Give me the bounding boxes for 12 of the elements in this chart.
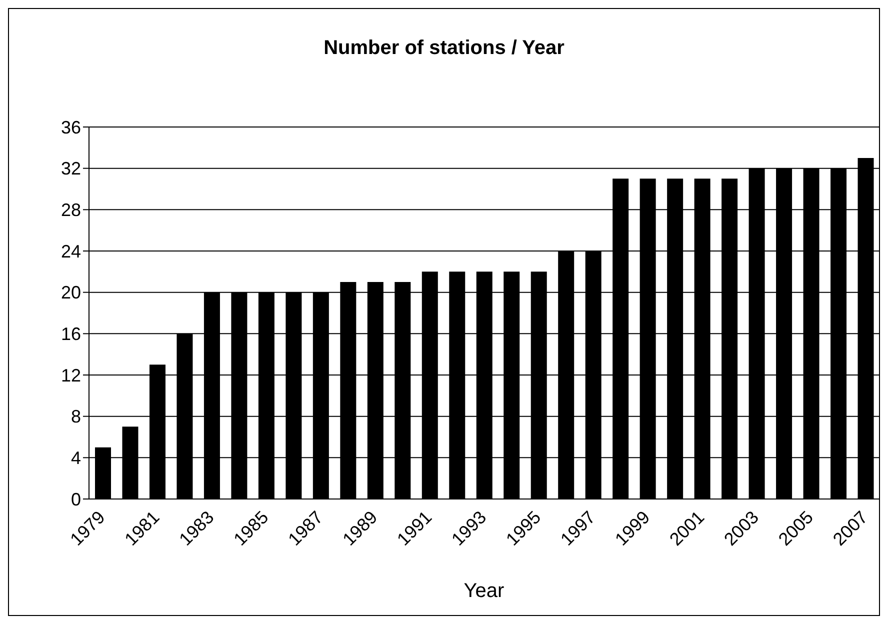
y-tick-label: 20: [60, 282, 81, 303]
y-tick-label: 28: [60, 200, 81, 220]
y-tick-label: 16: [60, 324, 81, 344]
y-tick-label: 12: [60, 365, 81, 386]
x-axis-title: Year: [464, 580, 505, 602]
y-tick-label: 4: [70, 448, 81, 468]
y-tick-label: 32: [60, 158, 81, 179]
y-tick-label: 8: [70, 406, 81, 427]
chart-title: Number of stations / Year: [322, 37, 566, 60]
y-tick-label: 0: [70, 489, 81, 510]
y-tick-label: 36: [60, 117, 81, 138]
y-tick-label: 24: [60, 241, 81, 262]
